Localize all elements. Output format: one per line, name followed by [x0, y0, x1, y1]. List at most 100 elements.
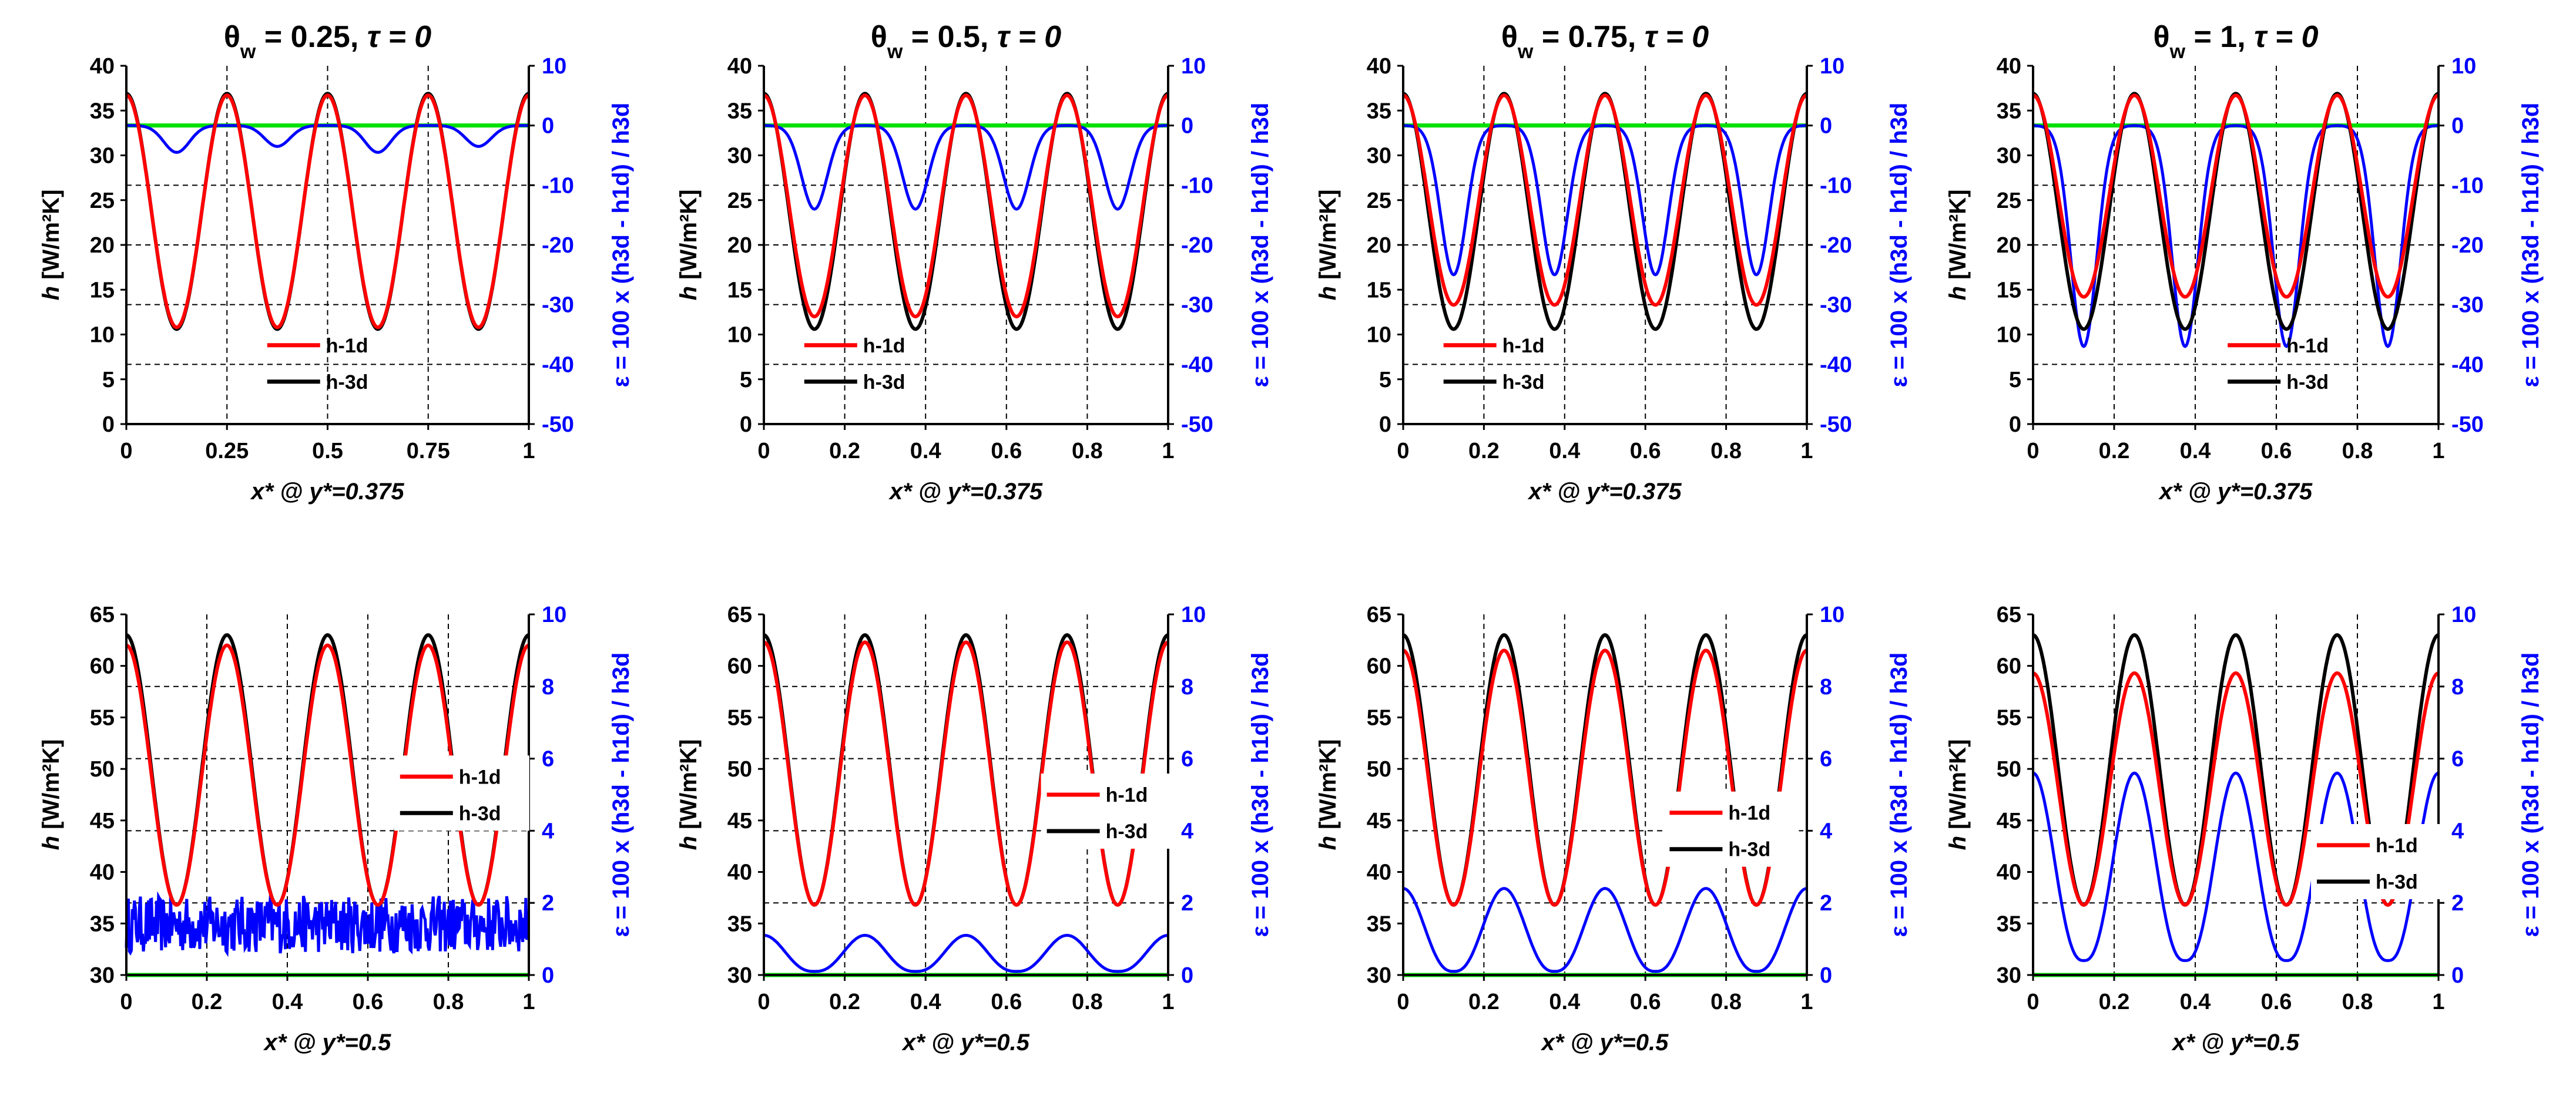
x-axis-label: x* @ y*=0.5 [901, 1030, 1030, 1055]
y-label-unit: [W/m²K] [1945, 190, 1971, 286]
y-tick-left-label: 0 [1379, 412, 1391, 437]
y-label-unit: [W/m²K] [676, 190, 702, 286]
y-tick-left-label: 50 [727, 757, 752, 782]
y-axis-left-label: h [W/m²K] [1945, 739, 1971, 850]
x-tick-label: 0.4 [1549, 439, 1580, 463]
chart-panel-7: 30 35 40 45 50 55 60 65 0 2 4 6 8 10 0 0.2 0.4 0.6 0.8 1 x* … [1315, 603, 1912, 1055]
x-tick-label: 0 [120, 990, 132, 1014]
title-part-2: = 0.75, [1533, 20, 1644, 54]
series-h1d-line [763, 93, 1169, 319]
y-tick-right-label: -30 [1181, 293, 1213, 318]
y-tick-left-label: 35 [90, 912, 115, 936]
y-tick-right-label: 2 [1181, 891, 1193, 916]
y-tick-left-label: 40 [1997, 54, 2021, 79]
y-tick-right-label: 2 [2451, 891, 2464, 916]
series-epsilon-line [2032, 771, 2439, 962]
y-tick-left-label: 0 [102, 412, 115, 437]
x-tick-label: 1 [2432, 990, 2444, 1014]
x-tick-label: 0 [120, 439, 132, 463]
x-tick-label: 0.6 [353, 990, 384, 1014]
x-axis-label: x* @ y*=0.375 [888, 479, 1043, 505]
x-axis-label: x* @ y*=0.5 [2171, 1030, 2300, 1055]
legend-label-h-3d: h-3d [1728, 839, 1770, 861]
x-tick-label: 0.8 [433, 990, 464, 1014]
y-tick-left-label: 30 [90, 144, 115, 169]
legend: h-1d h-3d [1443, 335, 1544, 394]
legend: h-1d h-3d [267, 335, 368, 394]
x-tick-label: 0.4 [910, 990, 941, 1014]
title-part-1: w [887, 41, 903, 63]
x-tick-label: 1 [2432, 439, 2444, 463]
y-tick-left-label: 10 [727, 323, 752, 348]
y-label-unit: [W/m²K] [676, 739, 702, 836]
y-tick-right-label: 8 [542, 675, 554, 700]
x-tick-label: 0.6 [1630, 439, 1661, 463]
y-tick-left-label: 35 [727, 99, 752, 123]
y-tick-left-label: 60 [1997, 654, 2021, 679]
x-tick-label: 0.2 [829, 439, 860, 463]
y-axis-right-label: ε = 100 x (h3d - h1d) / h3d [1247, 653, 1273, 937]
y-axis-left-label: h [W/m²K] [676, 739, 702, 850]
x-tick-label: 0.4 [272, 990, 303, 1014]
x-tick-label: 1 [522, 990, 535, 1014]
y-tick-left-label: 60 [90, 654, 115, 679]
y-label-unit: [W/m²K] [1315, 739, 1341, 836]
y-tick-left-label: 55 [1997, 705, 2021, 730]
x-tick-label: 0.4 [910, 439, 941, 463]
y-tick-right-label: 4 [542, 819, 554, 843]
y-tick-left-label: 50 [90, 757, 115, 782]
x-axis-label: x* @ y*=0.375 [2158, 479, 2313, 505]
y-tick-right-label: 10 [542, 603, 566, 627]
x-tick-label: 0.2 [1468, 439, 1500, 463]
chart-panel-3: 0 5 10 15 20 25 30 35 40 -50 -40 -30 -20 -10 0 10 0 0.2 0.… [1315, 20, 1912, 505]
y-tick-right-label: -50 [542, 412, 574, 437]
x-axis-label: x* @ y*=0.375 [1527, 479, 1682, 505]
x-tick-label: 0.2 [1468, 990, 1500, 1014]
y-axis-left-label: h [W/m²K] [38, 190, 64, 301]
series-h3d-line [1403, 92, 1807, 331]
x-tick-label: 0.8 [1710, 990, 1742, 1014]
y-tick-right-label: -10 [1820, 173, 1852, 198]
legend: h-1d h-3d [1041, 774, 1176, 849]
y-tick-left-label: 30 [1367, 963, 1391, 988]
y-tick-left-label: 5 [102, 368, 115, 392]
x-tick-label: 0.6 [2261, 439, 2292, 463]
y-tick-right-label: 10 [2451, 54, 2476, 79]
y-label-unit: [W/m²K] [38, 739, 64, 836]
x-axis-label: x* @ y*=0.5 [1541, 1030, 1669, 1055]
y-tick-right-label: 0 [542, 963, 554, 988]
x-tick-label: 0.6 [991, 439, 1022, 463]
y-label-symbol: h [1945, 286, 1971, 300]
y-tick-right-label: 0 [1820, 963, 1832, 988]
y-tick-right-label: -40 [1820, 352, 1852, 377]
y-tick-left-label: 10 [90, 323, 115, 348]
y-axis-right-label: ε = 100 x (h3d - h1d) / h3d [1886, 653, 1912, 937]
y-label-symbol: h [676, 286, 702, 300]
x-tick-label: 1 [1800, 990, 1813, 1014]
legend-background [1663, 791, 1799, 867]
title-part-3: τ = 0 [2254, 20, 2319, 54]
y-tick-left-label: 55 [90, 705, 115, 730]
y-tick-left-label: 35 [1997, 912, 2021, 936]
y-tick-left-label: 45 [727, 809, 752, 833]
x-tick-label: 0 [1397, 990, 1409, 1014]
legend-background [2311, 823, 2446, 899]
y-tick-left-label: 35 [1367, 912, 1391, 936]
panel-title: θw = 0.25, τ = 0 [224, 20, 431, 63]
grid-lines [764, 66, 1168, 424]
series-h1d-line [1403, 93, 1807, 307]
y-tick-left-label: 10 [1997, 323, 2021, 348]
series-epsilon-line [763, 124, 1169, 211]
y-tick-left-label: 40 [727, 860, 752, 885]
y-tick-right-label: -30 [542, 293, 574, 318]
y-tick-left-label: 40 [90, 860, 115, 885]
y-tick-left-label: 55 [1367, 705, 1391, 730]
chart-panel-8: 30 35 40 45 50 55 60 65 0 2 4 6 8 10 0 0.2 0.4 0.6 0.8 1 x* … [1945, 603, 2544, 1055]
y-tick-left-label: 25 [90, 189, 115, 213]
y-tick-left-label: 40 [1367, 54, 1391, 79]
y-axis-right-label: ε = 100 x (h3d - h1d) / h3d [2518, 653, 2544, 937]
grid-lines [1403, 66, 1807, 424]
legend: h-1d h-3d [2228, 335, 2329, 394]
title-part-3: τ = 0 [997, 20, 1062, 54]
